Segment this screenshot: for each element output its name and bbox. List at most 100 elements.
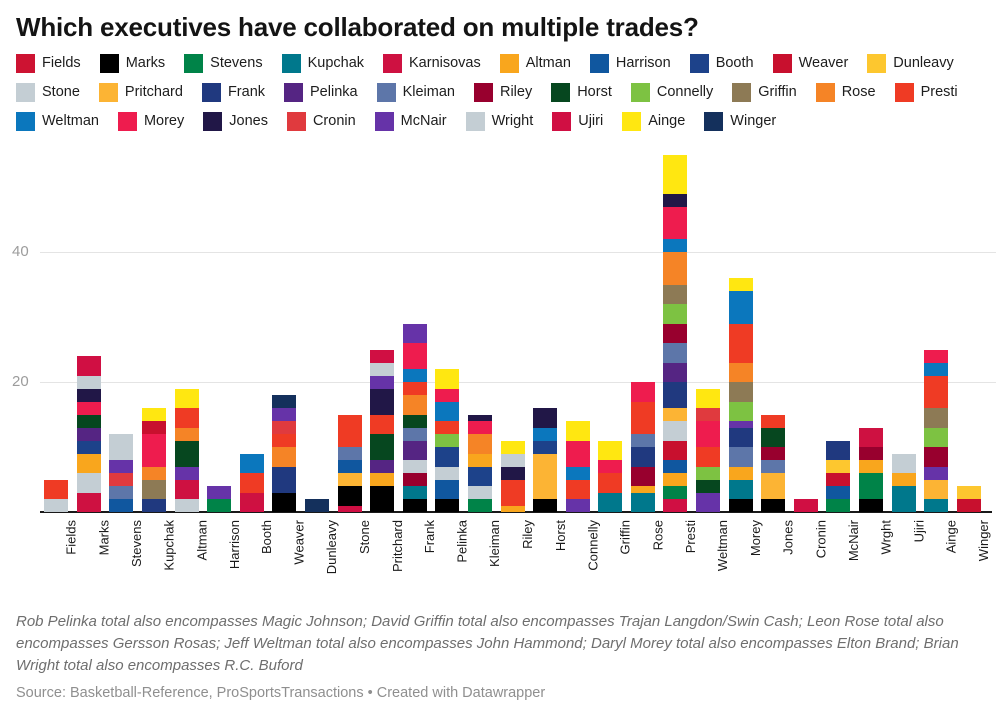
bar-segment-presti[interactable] <box>272 434 297 447</box>
bar-segment-presti[interactable] <box>239 473 264 493</box>
bar-segment-weltman[interactable] <box>663 239 688 252</box>
bar-segment-horst[interactable] <box>174 440 199 467</box>
bar-segment-connelly[interactable] <box>663 304 688 324</box>
bar-cronin[interactable] <box>793 142 818 512</box>
bar-segment-kupchak[interactable] <box>402 486 427 499</box>
bar-segment-kupchak[interactable] <box>891 486 916 512</box>
bar-segment-kleiman[interactable] <box>728 447 753 467</box>
bar-segment-stone[interactable] <box>891 453 916 473</box>
bar-segment-altman[interactable] <box>500 505 525 512</box>
bar-segment-presti[interactable] <box>696 447 721 467</box>
bar-segment-harrison[interactable] <box>337 460 362 473</box>
bar-segment-altman[interactable] <box>630 486 655 493</box>
bar-segment-presti[interactable] <box>337 414 362 447</box>
bar-segment-morey[interactable] <box>630 382 655 402</box>
bar-segment-booth[interactable] <box>435 447 460 467</box>
bar-segment-jones[interactable] <box>467 414 492 421</box>
bar-segment-morey[interactable] <box>565 440 590 467</box>
bar-segment-weltman[interactable] <box>402 369 427 382</box>
bar-segment-frank[interactable] <box>728 427 753 447</box>
bar-segment-morey[interactable] <box>924 349 949 363</box>
bar-stevens[interactable] <box>109 142 134 512</box>
bar-segment-weaver[interactable] <box>142 421 167 434</box>
bar-winger[interactable] <box>956 142 981 512</box>
bar-morey[interactable] <box>728 142 753 512</box>
bar-segment-riley[interactable] <box>402 473 427 486</box>
bar-segment-rose[interactable] <box>467 434 492 454</box>
bar-segment-weaver[interactable] <box>956 499 981 512</box>
bar-segment-wright[interactable] <box>500 453 525 467</box>
bar-segment-weltman[interactable] <box>728 291 753 324</box>
bar-segment-mcnair[interactable] <box>924 466 949 480</box>
bar-segment-pelinka[interactable] <box>402 440 427 460</box>
bar-segment-presti[interactable] <box>565 479 590 499</box>
bar-segment-horst[interactable] <box>761 427 786 447</box>
bar-segment-stone[interactable] <box>109 434 134 460</box>
bar-segment-marks[interactable] <box>337 486 362 506</box>
bar-segment-stevens[interactable] <box>663 486 688 499</box>
bar-segment-dunleavy[interactable] <box>956 486 981 499</box>
bar-weaver[interactable] <box>272 142 297 512</box>
bar-presti[interactable] <box>663 142 688 512</box>
bar-segment-frank[interactable] <box>663 382 688 408</box>
bar-segment-pritchard[interactable] <box>337 473 362 486</box>
bar-segment-marks[interactable] <box>370 486 395 512</box>
bar-segment-riley[interactable] <box>761 447 786 460</box>
bar-segment-wright[interactable] <box>370 362 395 376</box>
bar-kleiman[interactable] <box>467 142 492 512</box>
bar-booth[interactable] <box>239 142 264 512</box>
bar-segment-riley[interactable] <box>630 466 655 486</box>
bar-segment-marks[interactable] <box>533 499 558 512</box>
bar-segment-pritchard[interactable] <box>761 473 786 499</box>
bar-altman[interactable] <box>174 142 199 512</box>
bar-segment-pelinka[interactable] <box>663 362 688 382</box>
bar-segment-stone[interactable] <box>174 499 199 512</box>
bar-segment-wright[interactable] <box>76 375 101 389</box>
bar-segment-ujiri[interactable] <box>663 499 688 512</box>
bar-segment-presti[interactable] <box>761 414 786 428</box>
bar-segment-kupchak[interactable] <box>924 499 949 512</box>
bar-segment-connelly[interactable] <box>728 401 753 421</box>
bar-mcnair[interactable] <box>826 142 851 512</box>
bar-segment-presti[interactable] <box>500 479 525 506</box>
bar-segment-kleiman[interactable] <box>402 427 427 441</box>
bar-segment-weltman[interactable] <box>924 362 949 376</box>
bar-segment-harrison[interactable] <box>663 460 688 473</box>
bar-segment-cronin[interactable] <box>696 408 721 421</box>
bar-segment-presti[interactable] <box>924 375 949 408</box>
bar-segment-karnisovas[interactable] <box>858 427 883 447</box>
bar-segment-presti[interactable] <box>44 479 69 499</box>
bar-segment-mcnair[interactable] <box>565 499 590 512</box>
bar-segment-cronin[interactable] <box>272 421 297 434</box>
bar-segment-marks[interactable] <box>728 499 753 512</box>
bar-segment-ujiri[interactable] <box>793 499 818 512</box>
bar-segment-booth[interactable] <box>467 466 492 486</box>
bar-segment-weaver[interactable] <box>826 473 851 486</box>
bar-segment-presti[interactable] <box>630 401 655 434</box>
bar-segment-weltman[interactable] <box>435 401 460 421</box>
bar-segment-rose[interactable] <box>142 466 167 480</box>
bar-segment-ainge[interactable] <box>728 278 753 291</box>
bar-pritchard[interactable] <box>370 142 395 512</box>
bar-riley[interactable] <box>500 142 525 512</box>
bar-segment-stone[interactable] <box>663 421 688 441</box>
bar-kupchak[interactable] <box>142 142 167 512</box>
bar-segment-jones[interactable] <box>533 408 558 428</box>
bar-segment-jones[interactable] <box>370 388 395 415</box>
bar-connelly[interactable] <box>565 142 590 512</box>
bar-segment-presti[interactable] <box>728 323 753 363</box>
bar-segment-ainge[interactable] <box>435 369 460 389</box>
bar-segment-mcnair[interactable] <box>370 375 395 389</box>
bar-segment-frank[interactable] <box>142 499 167 512</box>
bar-segment-morey[interactable] <box>663 206 688 239</box>
bar-segment-winger[interactable] <box>304 499 329 512</box>
bar-segment-harrison[interactable] <box>826 486 851 499</box>
bar-segment-kleiman[interactable] <box>761 460 786 473</box>
bar-segment-mcnair[interactable] <box>109 460 134 473</box>
bar-segment-weaver[interactable] <box>663 440 688 460</box>
bar-segment-altman[interactable] <box>76 453 101 473</box>
bar-segment-kleiman[interactable] <box>109 486 134 499</box>
bar-segment-karnisovas[interactable] <box>174 479 199 499</box>
bar-segment-ainge[interactable] <box>663 154 688 194</box>
bar-segment-karnisovas[interactable] <box>239 492 264 506</box>
